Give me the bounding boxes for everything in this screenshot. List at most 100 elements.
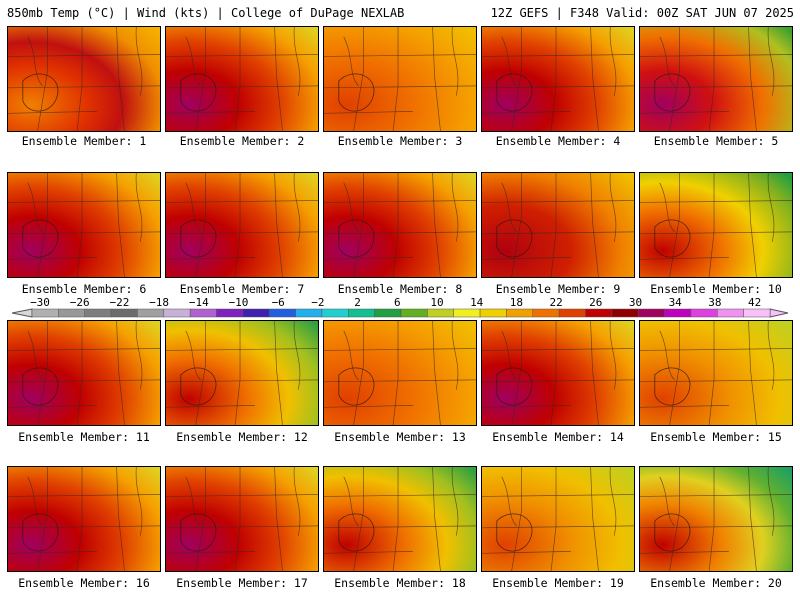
temperature-field	[166, 173, 318, 277]
ensemble-member-map	[7, 172, 161, 278]
ensemble-member-label: Ensemble Member: 12	[176, 430, 308, 444]
colorbar-swatch	[558, 308, 586, 318]
boundary-line	[27, 330, 43, 381]
isotherm-contour	[22, 513, 59, 552]
boundary-line	[659, 476, 675, 527]
boundary-line	[116, 27, 125, 131]
boundary-line	[8, 551, 97, 554]
isotherm-contour	[180, 219, 217, 258]
isotherm-contour	[338, 219, 375, 258]
boundary-line	[166, 111, 255, 114]
boundary-line	[482, 231, 634, 235]
colorbar-swatch	[400, 308, 428, 318]
boundary-line	[640, 494, 792, 497]
ensemble-member-map	[323, 466, 477, 572]
ensemble-member-label: Ensemble Member: 5	[653, 134, 779, 148]
boundary-line	[708, 27, 715, 131]
boundary-line	[185, 182, 201, 233]
colorbar-tick-label: −10	[228, 296, 249, 309]
boundary-line	[324, 494, 476, 497]
boundary-line	[166, 54, 318, 57]
colorbar-swatch	[506, 308, 534, 318]
ensemble-member-label: Ensemble Member: 10	[650, 282, 782, 296]
boundary-line	[234, 173, 241, 277]
boundary-line	[550, 321, 557, 425]
ensemble-member-map	[165, 466, 319, 572]
boundary-line	[234, 467, 241, 571]
boundary-line	[590, 467, 599, 571]
colorbar-tick-label: 18	[509, 296, 524, 309]
isotherm-contour	[654, 219, 691, 258]
colorbar-swatch	[664, 308, 692, 318]
boundary-line	[166, 551, 255, 554]
temperature-field	[640, 467, 792, 571]
boundary-line	[748, 321, 757, 425]
boundary-line	[8, 54, 160, 57]
boundary-line	[76, 27, 83, 131]
colorbar-swatch	[189, 308, 217, 318]
boundary-line	[324, 405, 413, 408]
boundary-line	[482, 405, 571, 408]
isotherm-contour	[654, 513, 691, 552]
ensemble-member-label: Ensemble Member: 1	[21, 134, 147, 148]
ensemble-member-label: Ensemble Member: 6	[21, 282, 147, 296]
isotherm-contour	[338, 73, 375, 112]
ensemble-member-map	[481, 26, 635, 132]
boundary-line	[8, 85, 160, 89]
temperature-field	[482, 467, 634, 571]
isotherm-contour	[496, 219, 533, 258]
boundary-line	[432, 27, 441, 131]
isotherm-contour	[22, 219, 59, 258]
ensemble-member-map	[323, 26, 477, 132]
boundary-line	[609, 467, 617, 536]
boundary-line	[166, 231, 318, 235]
boundary-line	[501, 182, 517, 233]
colorbar-tick-label: 38	[708, 296, 722, 309]
boundary-line	[767, 173, 775, 242]
boundary-line	[482, 257, 571, 260]
boundary-line	[324, 379, 476, 383]
boundary-line	[166, 85, 318, 89]
boundary-line	[324, 257, 413, 260]
colorbar-swatch	[637, 308, 665, 318]
colorbar-swatch	[427, 308, 454, 318]
boundary-line	[8, 231, 160, 235]
ensemble-member-map	[481, 172, 635, 278]
ensemble-member-label: Ensemble Member: 16	[18, 576, 150, 590]
colorbar-swatch	[216, 308, 244, 318]
boundary-line	[609, 173, 617, 242]
boundary-line	[324, 348, 476, 351]
boundary-line	[392, 173, 399, 277]
colorbar-tick-label: 22	[549, 296, 563, 309]
ensemble-member-label: Ensemble Member: 4	[495, 134, 621, 148]
colorbar-swatch	[163, 308, 191, 318]
boundary-line	[293, 173, 301, 242]
boundary-line	[640, 85, 792, 89]
boundary-line	[234, 27, 241, 131]
boundary-line	[166, 200, 318, 203]
boundary-line	[640, 379, 792, 383]
boundary-line	[324, 111, 413, 114]
isotherm-contour	[654, 367, 691, 406]
boundary-line	[640, 54, 792, 57]
temperature-field	[8, 173, 160, 277]
boundary-line	[659, 36, 675, 87]
ensemble-member-map	[7, 26, 161, 132]
ensemble-member-label: Ensemble Member: 18	[334, 576, 466, 590]
boundary-line	[8, 200, 160, 203]
temperature-field	[8, 467, 160, 571]
temperature-field	[640, 27, 792, 131]
boundary-line	[116, 321, 125, 425]
temperature-field	[640, 173, 792, 277]
temperature-field	[166, 27, 318, 131]
ensemble-member-map	[323, 172, 477, 278]
boundary-line	[392, 27, 399, 131]
boundary-line	[343, 36, 359, 87]
boundary-line	[116, 467, 125, 571]
colorbar-swatch	[374, 308, 402, 318]
boundary-line	[166, 379, 318, 383]
ensemble-member-label: Ensemble Member: 3	[337, 134, 463, 148]
boundary-line	[274, 321, 283, 425]
ensemble-member-map	[165, 320, 319, 426]
boundary-line	[767, 321, 775, 390]
